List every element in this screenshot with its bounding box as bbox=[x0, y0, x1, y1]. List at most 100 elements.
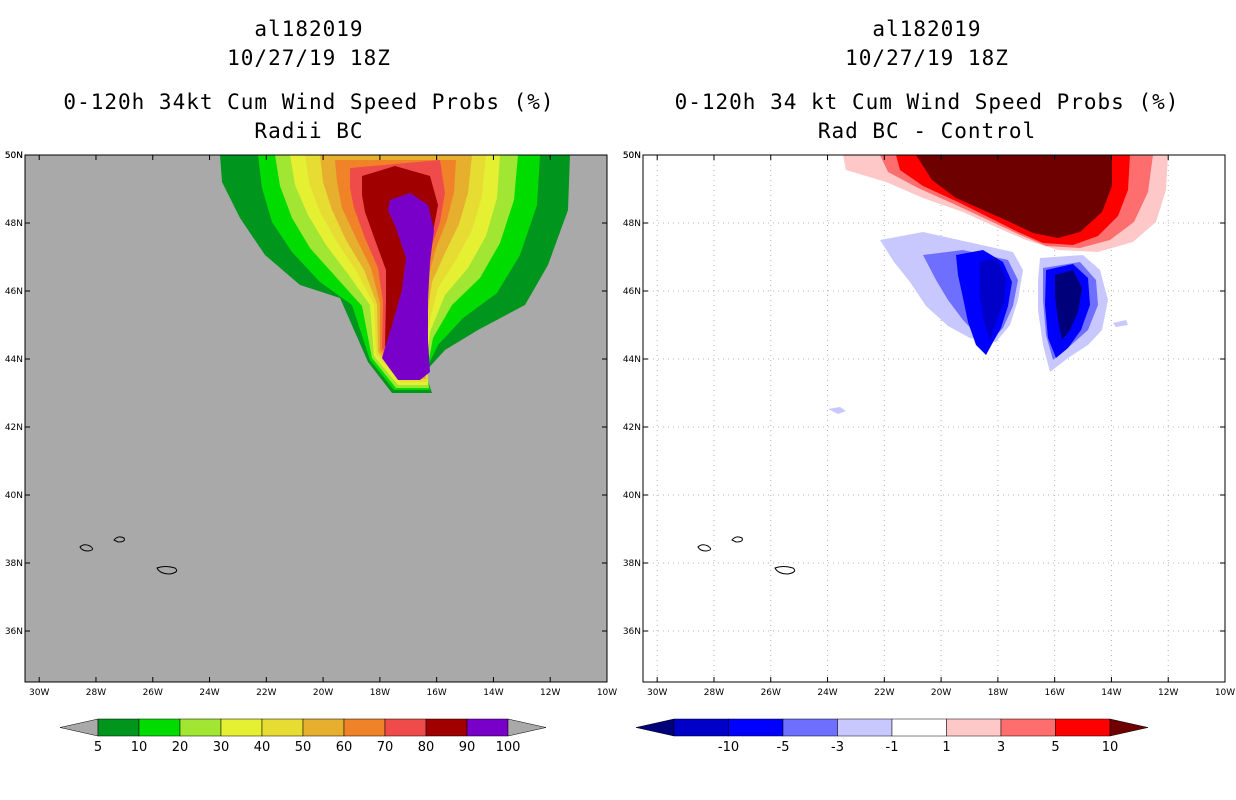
colorbar-label: -10 bbox=[718, 740, 739, 755]
x-tick-label: 22W bbox=[874, 688, 894, 698]
right-island-1 bbox=[697, 544, 712, 552]
x-tick-label: 26W bbox=[761, 688, 781, 698]
colorbar-segment bbox=[384, 718, 427, 737]
colorbar-under-arrow bbox=[59, 718, 99, 737]
x-tick-label: 12W bbox=[540, 688, 560, 698]
right-neg-lt-10-b bbox=[1055, 270, 1082, 340]
left-subtitle: Radii BC bbox=[254, 119, 364, 143]
y-tick-label-top: 50N bbox=[623, 151, 641, 161]
y-tick-label: 50N bbox=[5, 151, 23, 161]
colorbar-label: 3 bbox=[997, 740, 1005, 755]
colorbar-label: 20 bbox=[172, 740, 189, 755]
colorbar-label: 70 bbox=[377, 740, 394, 755]
colorbar-label: 60 bbox=[336, 740, 353, 755]
right-panel: al182019 10/27/19 18Z 0-120h 34 kt Cum W… bbox=[618, 0, 1236, 800]
colorbar-label: 30 bbox=[213, 740, 230, 755]
colorbar-label: -1 bbox=[886, 740, 899, 755]
left-panel: al182019 10/27/19 18Z 0-120h 34kt Cum Wi… bbox=[5, 17, 617, 755]
right-datetime: 10/27/19 18Z bbox=[845, 46, 1009, 70]
colorbar-segment bbox=[220, 718, 263, 737]
right-negative-anomaly bbox=[828, 232, 1128, 414]
x-tick-label: 14W bbox=[483, 688, 503, 698]
colorbar-segment bbox=[138, 718, 181, 737]
right-colorbar: -10 -5 -3 -1 1 3 5 10 bbox=[635, 718, 1149, 755]
y-tick-label: 48N bbox=[5, 219, 23, 229]
x-tick-label: 12W bbox=[1158, 688, 1178, 698]
y-tick-label: 40N bbox=[623, 491, 641, 501]
colorbar-label: 80 bbox=[418, 740, 435, 755]
colorbar-label: 40 bbox=[254, 740, 271, 755]
left-storm-id: al182019 bbox=[254, 17, 364, 41]
y-tick-label: 48N bbox=[623, 219, 641, 229]
left-band-90 bbox=[382, 193, 434, 380]
x-tick-label: 16W bbox=[1044, 688, 1064, 698]
colorbar-segment bbox=[837, 718, 893, 737]
left-title: 0-120h 34kt Cum Wind Speed Probs (%) bbox=[63, 90, 555, 114]
y-tick-label: 44N bbox=[623, 355, 641, 365]
left-map-frame bbox=[24, 154, 608, 683]
x-tick-label: 30W bbox=[29, 688, 49, 698]
left-probability-plume bbox=[220, 155, 570, 393]
colorbar-segment bbox=[179, 718, 222, 737]
left-colorbar: 5 10 20 30 40 50 60 70 80 90 100 bbox=[59, 718, 547, 755]
right-positive-anomaly bbox=[843, 155, 1168, 252]
y-tick-label: 44N bbox=[5, 355, 23, 365]
right-map-frame bbox=[642, 154, 1226, 683]
colorbar-over-arrow bbox=[1109, 718, 1149, 737]
y-tick-label: 38N bbox=[623, 559, 641, 569]
left-x-axis: 30W 28W 26W 24W 22W 20W 18W 16W 14W 12W 10W bbox=[29, 155, 617, 698]
colorbar-label: 10 bbox=[1102, 740, 1119, 755]
y-tick-label: 38N bbox=[5, 559, 23, 569]
colorbar-segment bbox=[673, 718, 729, 737]
x-tick-label: 18W bbox=[370, 688, 390, 698]
x-tick-label: 30W bbox=[647, 688, 667, 698]
colorbar-segment bbox=[728, 718, 784, 737]
x-tick-label: 20W bbox=[313, 688, 333, 698]
colorbar-segment bbox=[425, 718, 468, 737]
colorbar-segment bbox=[1055, 718, 1111, 737]
right-neg-lt-10-a bbox=[980, 258, 1006, 340]
x-tick-label: 28W bbox=[86, 688, 106, 698]
colorbar-under-arrow bbox=[635, 718, 675, 737]
colorbar-segment bbox=[946, 718, 1002, 737]
right-storm-id: al182019 bbox=[872, 17, 982, 41]
colorbar-segment bbox=[97, 718, 140, 737]
right-islands bbox=[697, 536, 796, 575]
x-tick-label: 14W bbox=[1101, 688, 1121, 698]
colorbar-label: 1 bbox=[942, 740, 950, 755]
colorbar-label: 5 bbox=[1051, 740, 1059, 755]
colorbar-label: 50 bbox=[295, 740, 312, 755]
y-tick-label: 42N bbox=[623, 423, 641, 433]
x-tick-label: 24W bbox=[199, 688, 219, 698]
right-pos-gt-10 bbox=[916, 155, 1112, 238]
x-tick-label: 20W bbox=[931, 688, 951, 698]
y-tick-label: 40N bbox=[5, 491, 23, 501]
colorbar-segment bbox=[466, 718, 509, 737]
colorbar-label: 5 bbox=[94, 740, 102, 755]
colorbar-label: 10 bbox=[131, 740, 148, 755]
x-tick-label: 18W bbox=[988, 688, 1008, 698]
right-neg-1-3-c bbox=[828, 407, 846, 414]
colorbar-segment bbox=[343, 718, 386, 737]
x-tick-label: 16W bbox=[426, 688, 446, 698]
y-tick-label: 42N bbox=[5, 423, 23, 433]
colorbar-label: 90 bbox=[459, 740, 476, 755]
left-island-2 bbox=[113, 536, 125, 543]
y-tick-label: 36N bbox=[623, 627, 641, 637]
colorbar-segment bbox=[261, 718, 304, 737]
x-tick-label: 22W bbox=[256, 688, 276, 698]
x-tick-label: 28W bbox=[704, 688, 724, 698]
x-tick-label: 10W bbox=[1215, 688, 1235, 698]
colorbar-segment bbox=[1000, 718, 1056, 737]
x-tick-label: 26W bbox=[143, 688, 163, 698]
left-island-1 bbox=[79, 544, 94, 552]
right-title: 0-120h 34 kt Cum Wind Speed Probs (%) bbox=[674, 90, 1180, 114]
right-neg-1-3-d bbox=[1113, 320, 1128, 327]
x-tick-label: 24W bbox=[817, 688, 837, 698]
colorbar-segment bbox=[302, 718, 345, 737]
right-island-2 bbox=[731, 536, 743, 543]
y-tick-label-top: 50N bbox=[5, 151, 23, 161]
colorbar-over-arrow bbox=[507, 718, 547, 737]
